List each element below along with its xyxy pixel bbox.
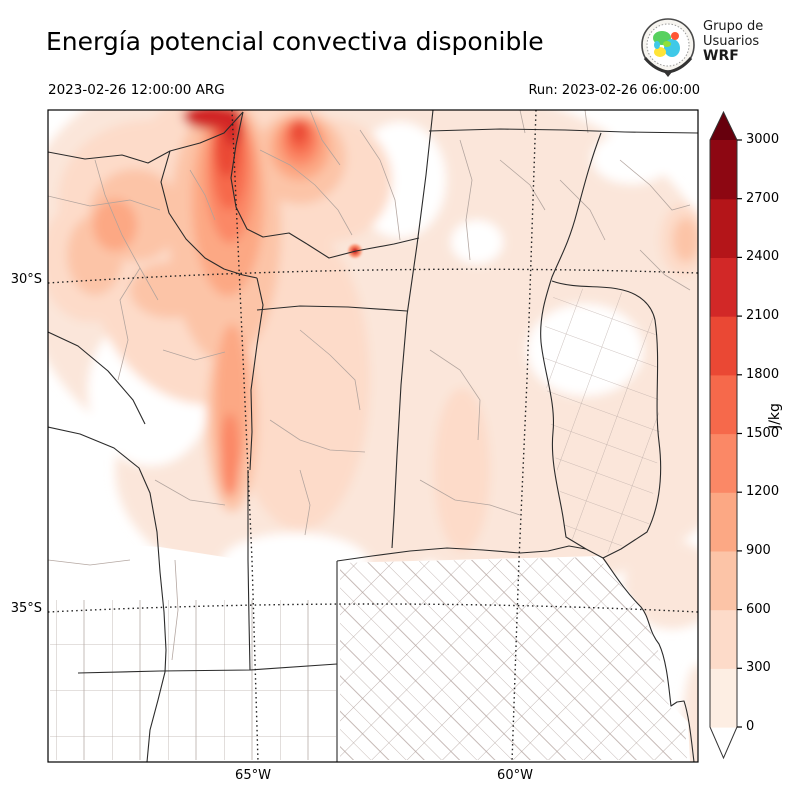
colorbar-tick-label: 300 — [746, 660, 771, 676]
run-time-label: Run: 2023-02-26 06:00:00 — [528, 83, 700, 98]
logo-text-line2: Usuarios — [703, 34, 760, 49]
colorbar-tick-label: 600 — [746, 601, 771, 617]
colorbar-ticks — [737, 139, 742, 728]
lat-tick-30s: 30°S — [10, 272, 42, 287]
colorbar-tick-label: 2700 — [746, 190, 780, 206]
gridline-60w — [511, 110, 537, 762]
valid-time-label: 2023-02-26 12:00:00 ARG — [48, 82, 225, 98]
colorbar — [710, 112, 737, 758]
colorbar-tick-label: 0 — [746, 719, 755, 734]
logo-radar-blobs — [653, 31, 680, 57]
logo-text-line1: Grupo de — [703, 19, 764, 34]
gridline-35s — [48, 603, 698, 613]
lon-tick-65w: 65°W — [235, 768, 271, 783]
colorbar-tick-label: 1800 — [746, 366, 780, 382]
wrf-logo — [641, 18, 695, 77]
departments-buenosaires — [340, 557, 687, 760]
colorbar-tick-label: 900 — [746, 542, 771, 558]
graticule — [48, 110, 698, 762]
colorbar-tick-label: 3000 — [746, 132, 780, 147]
map-frame — [47, 109, 699, 763]
colorbar-tick-label: 1500 — [746, 425, 780, 441]
figure-title: Energía potencial convectiva disponible — [46, 27, 544, 56]
department-boundaries — [48, 110, 691, 661]
colorbar-tick-label: 2100 — [746, 308, 780, 324]
gridline-30s — [48, 268, 698, 284]
cape-shading — [48, 110, 698, 762]
logo-text-line3: WRF — [703, 48, 739, 64]
colorbar-tick-label: 1200 — [746, 484, 780, 500]
lat-tick-35s: 35°S — [10, 601, 42, 616]
departments-lapampa — [50, 600, 336, 760]
lon-tick-60w: 60°W — [497, 768, 533, 783]
province-boundaries — [48, 110, 698, 762]
departments-entrerios — [541, 287, 660, 556]
colorbar-tick-label: 2400 — [746, 249, 780, 265]
